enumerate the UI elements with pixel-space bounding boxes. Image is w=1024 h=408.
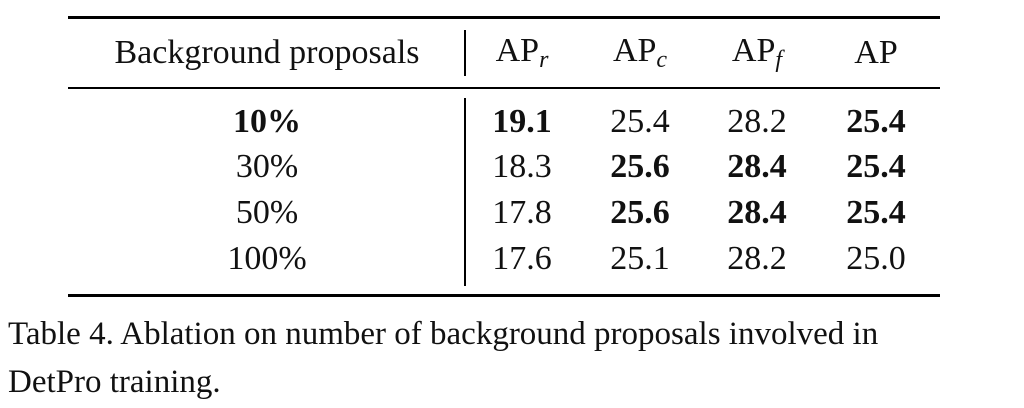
table-cell: 100% [227, 240, 307, 277]
header-text: AP [731, 32, 776, 69]
table-cell: 25.4 [846, 194, 906, 231]
header-subscript: c [656, 47, 668, 73]
table-cell: 10% [233, 103, 301, 140]
table-cell: 28.4 [727, 148, 787, 185]
table-cell: 30% [235, 148, 299, 185]
header-text: Background proposals [114, 34, 420, 71]
table-cell: 19.1 [492, 103, 552, 140]
table-cell: 50% [235, 194, 299, 231]
top-rule [68, 16, 940, 19]
table-cell: 28.4 [727, 194, 787, 231]
table-cell: 25.4 [846, 103, 906, 140]
bottom-rule [68, 294, 940, 297]
caption-line: DetPro training. [8, 364, 221, 400]
table-cell: 28.2 [727, 240, 787, 277]
column-divider [464, 98, 466, 286]
column-divider [464, 30, 466, 76]
header-text: AP [612, 32, 657, 69]
header-cell: APc [612, 32, 668, 73]
header-cell: APf [731, 32, 783, 73]
table-cell: 25.4 [610, 103, 670, 140]
header-text: AP [495, 32, 540, 69]
table-cell: 18.3 [492, 148, 552, 185]
table-cell: 17.8 [492, 194, 552, 231]
header-cell: Background proposals [114, 36, 419, 70]
table-cell: 25.6 [610, 194, 670, 231]
table-cell: 28.2 [727, 103, 787, 140]
table-cell: 25.4 [846, 148, 906, 185]
header-cell: AP [854, 36, 897, 70]
table-cell: 25.1 [610, 240, 670, 277]
header-subscript: f [775, 47, 783, 73]
table-cell: 25.0 [846, 240, 906, 277]
header-subscript: r [539, 47, 549, 73]
header-cell: APr [495, 32, 549, 73]
table-cell: 25.6 [610, 148, 670, 185]
table-cell: 17.6 [492, 240, 552, 277]
header-text: AP [854, 34, 898, 71]
caption-line: Table 4. Ablation on number of backgroun… [8, 316, 879, 352]
header-rule [68, 87, 940, 89]
